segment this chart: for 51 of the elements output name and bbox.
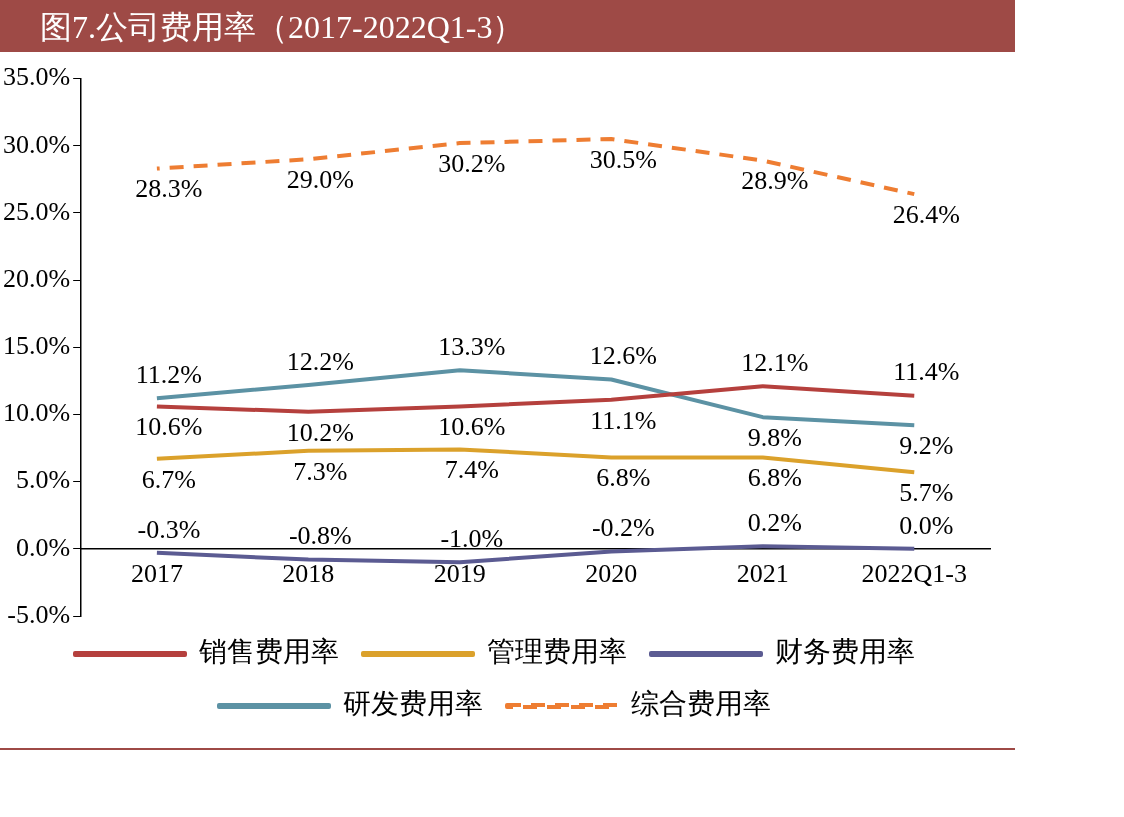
data-label: 5.7% bbox=[899, 478, 954, 508]
data-label: 7.3% bbox=[293, 456, 348, 486]
data-label: 10.6% bbox=[438, 412, 506, 442]
data-label: 10.2% bbox=[286, 417, 354, 447]
data-label: 12.1% bbox=[741, 348, 809, 378]
x-tick-label: 2022Q1-3 bbox=[861, 559, 967, 589]
legend-label: 销售费用率 bbox=[198, 636, 339, 668]
x-tick-label: 2021 bbox=[736, 559, 789, 589]
legend-label: 管理费用率 bbox=[487, 636, 627, 668]
data-label: 11.4% bbox=[893, 357, 960, 387]
data-label: 9.2% bbox=[899, 431, 954, 461]
legend-label: 研发费用率 bbox=[343, 688, 483, 720]
data-label: 11.1% bbox=[590, 405, 657, 435]
y-tick-label: 15.0% bbox=[2, 331, 71, 361]
data-label: 13.3% bbox=[438, 331, 506, 361]
legend-label: 综合费用率 bbox=[631, 688, 771, 720]
data-label: 28.9% bbox=[741, 166, 809, 196]
x-tick-label: 2018 bbox=[282, 559, 335, 589]
y-tick-label: 35.0% bbox=[2, 62, 71, 92]
data-label: 6.7% bbox=[141, 464, 196, 494]
y-tick-label: 30.0% bbox=[2, 129, 71, 159]
y-tick-label: -5.0% bbox=[7, 599, 71, 629]
data-label: 7.4% bbox=[444, 455, 499, 485]
data-label: 29.0% bbox=[286, 165, 354, 195]
y-tick-label: 25.0% bbox=[2, 196, 71, 226]
x-tick-label: 2020 bbox=[585, 559, 638, 589]
data-label: -1.0% bbox=[440, 524, 504, 554]
data-label: 30.5% bbox=[589, 144, 657, 174]
data-label: 12.2% bbox=[286, 346, 354, 376]
data-label: 12.6% bbox=[589, 341, 657, 371]
data-label: 0.0% bbox=[899, 510, 954, 540]
data-label: -0.2% bbox=[591, 513, 655, 543]
data-label: 9.8% bbox=[747, 422, 802, 452]
data-label: 6.8% bbox=[596, 463, 651, 493]
data-label: 6.8% bbox=[747, 463, 802, 493]
data-label: 10.6% bbox=[135, 412, 203, 442]
y-tick-label: 5.0% bbox=[15, 465, 71, 495]
data-label: 30.2% bbox=[438, 148, 506, 178]
data-label: 11.2% bbox=[135, 360, 202, 390]
data-label: -0.3% bbox=[137, 514, 201, 544]
y-tick-label: 20.0% bbox=[2, 263, 71, 293]
y-tick-label: 0.0% bbox=[15, 532, 71, 562]
data-label: -0.8% bbox=[288, 521, 352, 551]
chart-title: 图7.公司费用率（2017-2022Q1-3） bbox=[40, 8, 525, 47]
y-tick-label: 10.0% bbox=[2, 398, 71, 428]
data-label: 0.2% bbox=[747, 507, 802, 537]
data-label: 28.3% bbox=[135, 174, 203, 204]
x-tick-label: 2019 bbox=[433, 559, 486, 589]
data-label: 26.4% bbox=[892, 199, 960, 229]
x-tick-label: 2017 bbox=[130, 559, 183, 589]
legend-label: 财务费用率 bbox=[775, 636, 915, 668]
